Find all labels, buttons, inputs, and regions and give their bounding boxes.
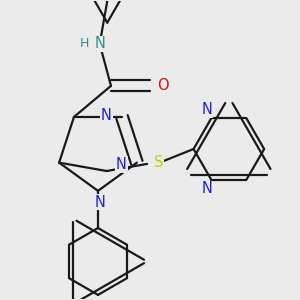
Text: S: S	[154, 154, 163, 169]
Text: N: N	[101, 108, 112, 123]
Text: N: N	[201, 182, 212, 196]
Text: O: O	[157, 78, 168, 93]
Text: N: N	[94, 194, 105, 209]
Text: H: H	[80, 38, 89, 50]
Text: N: N	[201, 102, 212, 117]
Text: N: N	[116, 157, 127, 172]
Text: N: N	[94, 36, 105, 51]
